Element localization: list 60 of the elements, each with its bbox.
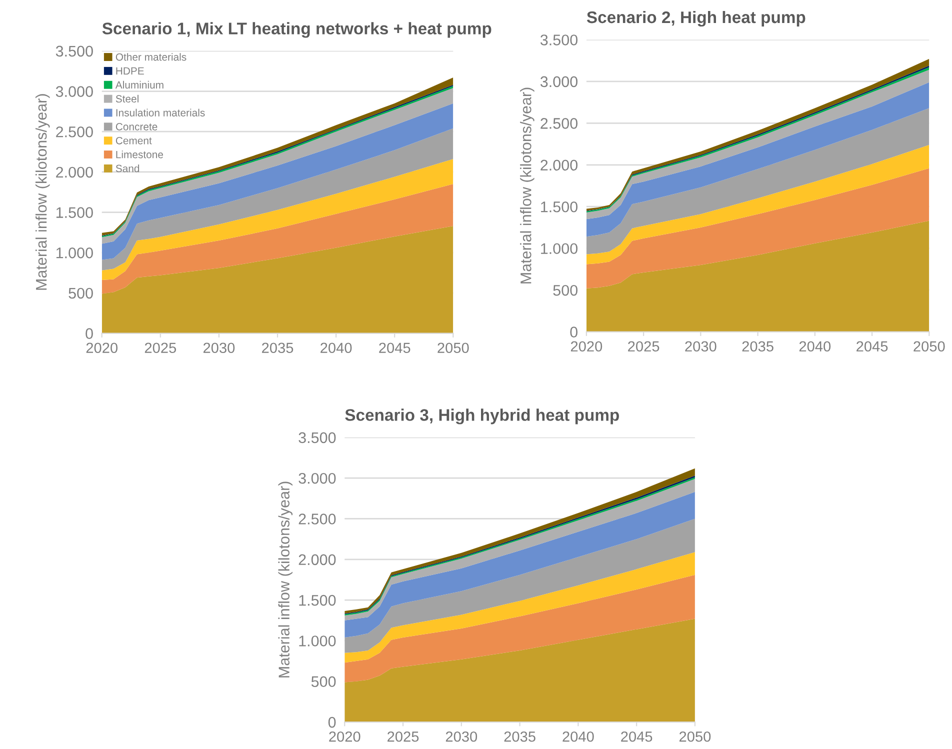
legend-label: Other materials	[116, 53, 186, 61]
x-tick-label: 2040	[562, 731, 594, 742]
y-tick-label: 3.000	[298, 472, 336, 484]
x-tick-label: 2035	[504, 731, 536, 742]
legend-label: Insulation materials	[116, 108, 205, 116]
y-tick-label: 1.000	[299, 636, 336, 646]
legend-label: Steel	[116, 94, 138, 103]
x-tick-label: 2050	[914, 341, 945, 352]
legend-label: HDPE	[116, 67, 144, 75]
x-tick-label: 2045	[621, 731, 652, 742]
y-tick-label: 0	[328, 716, 336, 728]
y-tick-label: 2.000	[540, 160, 578, 171]
x-tick-label: 2020	[329, 731, 360, 742]
y-tick-label: 1.500	[541, 201, 578, 212]
y-tick-label: 3.500	[298, 432, 336, 444]
y-tick-label: 1.500	[56, 207, 93, 218]
x-tick-label: 2030	[203, 342, 235, 354]
x-tick-label: 2050	[438, 342, 469, 354]
y-axis-title: Material inflow (kilotons/year)	[278, 482, 293, 678]
x-tick-label: 2045	[856, 341, 888, 352]
x-tick-label: 2035	[742, 341, 774, 352]
x-tick-label: 2025	[388, 731, 419, 742]
legend-label: Limestone	[116, 150, 164, 158]
y-tick-label: 500	[311, 676, 336, 688]
legend-label: Cement	[116, 136, 152, 144]
y-tick-label: 3.500	[56, 46, 93, 57]
legend-label: Concrete	[116, 123, 158, 130]
y-axis-title: Material inflow (kilotons/year)	[520, 88, 534, 284]
x-tick-label: 2020	[570, 341, 602, 352]
y-tick-label: 2.500	[56, 126, 93, 138]
y-tick-label: 3.000	[540, 76, 578, 88]
y-tick-label: 1.500	[299, 594, 336, 606]
y-tick-label: 0	[570, 326, 578, 338]
x-tick-label: 2020	[86, 342, 118, 354]
legend-label: Aluminium	[115, 80, 164, 89]
y-tick-label: 500	[553, 284, 578, 296]
chart-title: Scenario 3, High hybrid heat pump	[345, 408, 619, 424]
x-tick-label: 2030	[685, 341, 716, 352]
x-tick-label: 2040	[799, 341, 831, 352]
y-tick-label: 2.500	[298, 514, 336, 524]
x-tick-label: 2040	[320, 342, 352, 354]
chart-title: Scenario 1, Mix LT heating networks + heat pump	[102, 22, 492, 38]
chart-title: Scenario 2, High heat pump	[586, 10, 806, 27]
y-tick-label: 0	[86, 328, 93, 339]
y-tick-label: 2.000	[56, 166, 93, 178]
y-tick-label: 3.500	[540, 34, 578, 46]
x-tick-label: 2030	[446, 731, 478, 742]
y-tick-label: 1.000	[56, 247, 93, 258]
x-tick-label: 2025	[144, 342, 176, 354]
x-tick-label: 2025	[628, 341, 660, 352]
y-tick-label: 500	[68, 288, 93, 299]
y-tick-label: 2.000	[298, 554, 336, 566]
x-tick-label: 2050	[679, 731, 711, 742]
y-tick-label: 3.000	[56, 86, 93, 97]
y-axis-title: Material inflow (kilotons/year)	[36, 94, 50, 290]
legend-label: Sand	[116, 164, 140, 172]
x-tick-label: 2035	[262, 342, 294, 354]
x-tick-label: 2045	[379, 342, 410, 354]
y-tick-label: 2.500	[540, 118, 578, 129]
y-tick-label: 1.000	[541, 243, 578, 254]
